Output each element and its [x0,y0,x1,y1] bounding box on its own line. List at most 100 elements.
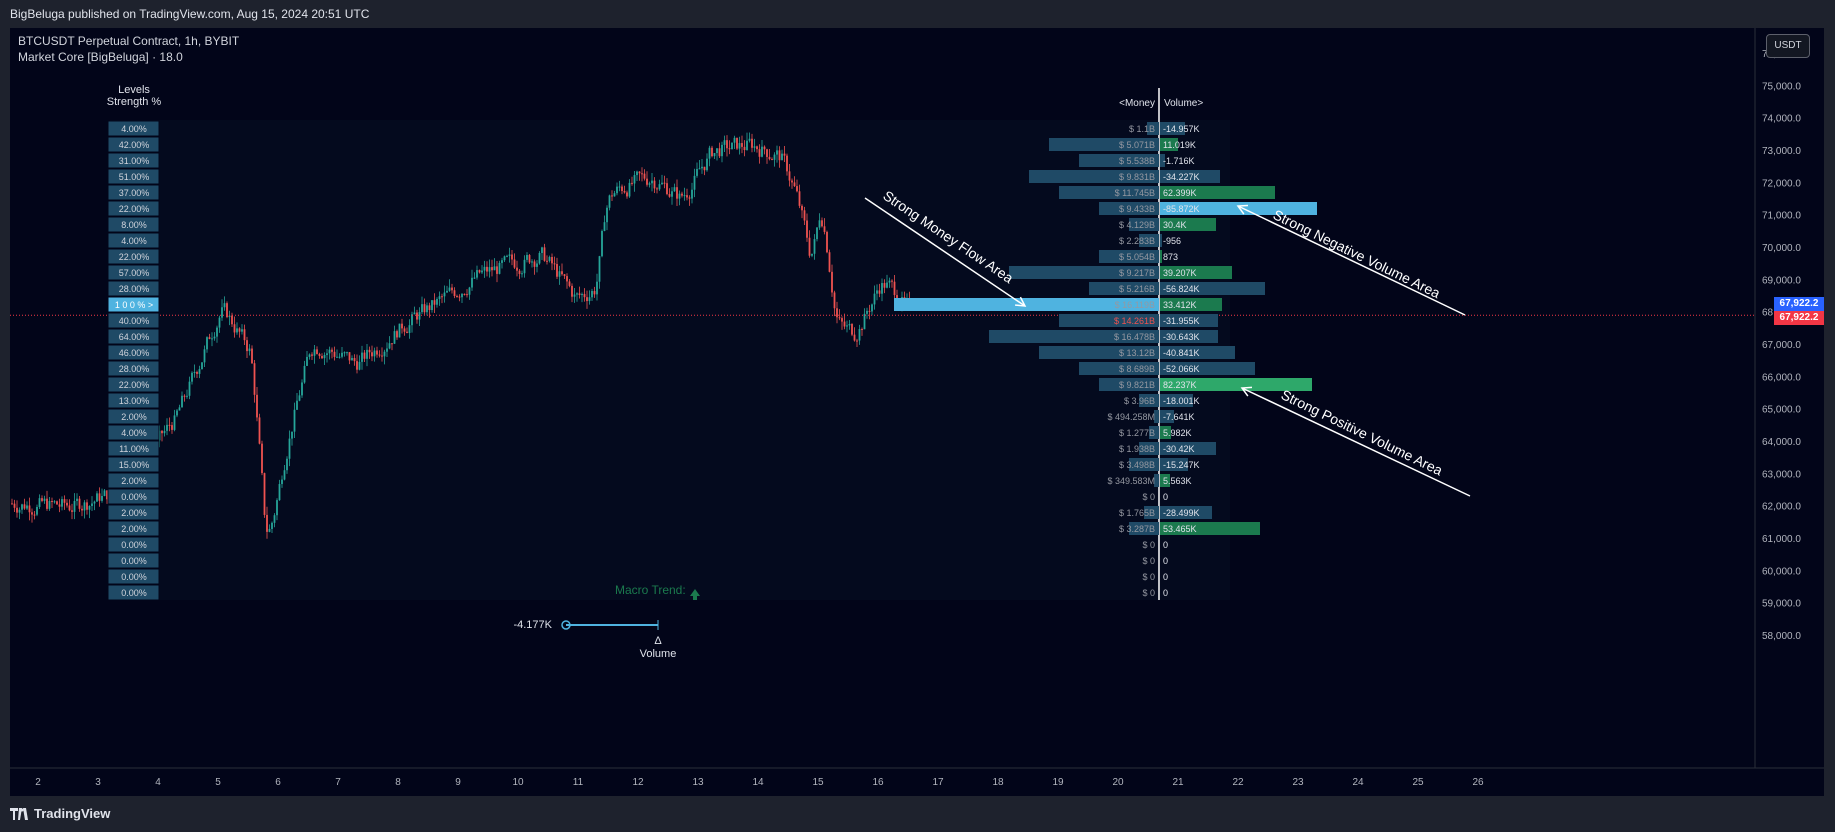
x-axis-label: 22 [1232,777,1244,788]
candle-body [173,415,176,430]
candle-body [303,365,306,383]
candle-body [51,500,53,502]
positive-volume-label: Strong Positive Volume Area [1279,386,1446,478]
candle-body [678,193,681,199]
chart-canvas[interactable]: 76,000.075,000.074,000.073,000.072,000.0… [10,28,1824,796]
volume-value: 5.982K [1163,428,1192,438]
currency-button[interactable]: USDT [1766,34,1810,58]
candle-body [481,270,483,273]
candle-body [201,362,203,370]
volume-bar [1160,202,1317,215]
candle-body [351,358,353,361]
candle-body [518,270,521,274]
volume-value: 62.399K [1163,188,1197,198]
y-axis-label: 67,000.0 [1762,340,1801,351]
level-value: 1 0 0 % > [115,300,153,310]
money-bar [989,330,1159,343]
x-axis-label: 20 [1112,777,1124,788]
tradingview-logo[interactable]: TradingView [10,806,110,821]
level-value: 8.00% [121,220,147,230]
volume-bar [1160,442,1216,455]
money-value: $ 0 [1142,588,1155,598]
candle-body [331,349,333,352]
candle-body [581,294,583,296]
indicator-legend[interactable]: Market Core [BigBeluga] · 18.0 [18,50,183,64]
candle-body [866,310,868,314]
candle-body [831,271,833,293]
positive-volume-arrow-head [1240,386,1253,397]
x-axis-label: 3 [95,777,101,788]
volume-value: -1.716K [1163,156,1195,166]
candle-body [41,498,43,501]
chart-pane[interactable]: 76,000.075,000.074,000.073,000.072,000.0… [10,28,1824,796]
level-box [107,248,160,265]
candle-body [748,138,751,141]
candle-body [208,337,211,339]
candle-body [438,296,441,299]
candle-body [736,137,738,149]
candle-body [726,140,728,149]
candle-body [758,149,761,157]
volume-bar [1160,426,1171,439]
candle-body [671,191,673,197]
y-axis-label: 74,000.0 [1762,114,1801,125]
candle-body [96,493,98,502]
volume-bar [1160,266,1232,279]
volume-value: 53.465K [1163,524,1197,534]
candle-body [793,182,796,187]
candle-body [798,191,801,206]
money-bar [1049,138,1159,151]
money-bar [1129,458,1159,471]
candle-body [756,146,758,150]
candle-body [86,502,88,510]
volume-bar [1160,410,1174,423]
money-value: $ 5.538B [1119,156,1155,166]
candle-body [228,315,231,318]
candle-body [541,247,543,254]
candle-body [11,503,13,505]
candle-body [411,314,413,326]
level-box [107,424,160,441]
level-box [107,312,160,329]
candles [11,132,911,539]
candle-body [523,259,526,274]
candle-body [443,292,446,297]
money-bar [1154,410,1159,423]
money-value: $ 0 [1142,572,1155,582]
volume-value: 0 [1163,588,1168,598]
level-box [107,232,160,249]
candle-body [323,355,326,359]
x-axis-label: 7 [335,777,341,788]
candle-body [643,173,646,179]
candle-body [13,503,16,508]
candle-body [608,195,611,208]
candle-body [611,195,613,197]
candle-body [251,348,253,364]
candle-body [886,282,888,288]
candle-body [258,417,261,444]
level-value: 4.00% [121,124,147,134]
candle-body [818,220,821,228]
candle-body [511,254,513,260]
level-value: 11.00% [119,444,149,454]
candle-body [856,340,858,342]
delta-volume-marker [561,620,571,630]
candle-body [881,283,883,294]
candle-body [293,409,296,432]
candle-body [801,205,803,211]
candle-body [198,369,201,374]
money-bar [1149,426,1159,439]
candle-body [423,304,426,313]
candle-body [693,175,696,190]
symbol-legend[interactable]: BTCUSDT Perpetual Contract, 1h, BYBIT [18,34,240,48]
candle-body [408,325,411,333]
candle-body [398,323,401,338]
candle-body [583,294,586,298]
candle-body [63,499,66,503]
money-value: $ 8.689B [1119,364,1155,374]
candle-body [821,220,823,227]
volume-bar [1160,154,1165,167]
x-axis-label: 14 [752,777,764,788]
candle-body [828,252,831,272]
candle-body [413,312,416,315]
